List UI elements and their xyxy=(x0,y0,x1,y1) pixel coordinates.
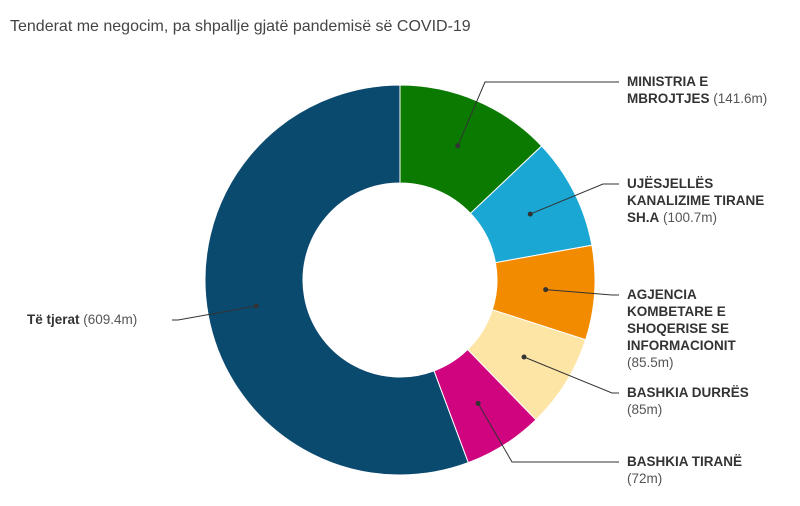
leader-dot-0 xyxy=(455,143,461,149)
leader-dot-4 xyxy=(475,400,481,406)
leader-line-3 xyxy=(523,356,619,394)
slice-label-5: Të tjerat (609.4m) xyxy=(27,312,137,327)
leader-line-2 xyxy=(545,289,619,296)
leader-dot-2 xyxy=(543,287,549,293)
leader-line-4 xyxy=(477,403,619,463)
leader-lines-layer xyxy=(172,81,619,463)
leader-dot-5 xyxy=(253,303,259,309)
donut-slice-5[interactable] xyxy=(204,84,469,476)
leader-line-5 xyxy=(172,305,257,321)
leader-dot-3 xyxy=(521,354,527,360)
chart-title: Tenderat me negocim, pa shpallje gjatë p… xyxy=(10,18,471,35)
leader-line-1 xyxy=(530,183,619,215)
leader-line-0 xyxy=(457,81,619,147)
slice-label-3: BASHKIA DURRËS (85m) xyxy=(627,385,749,417)
slice-label-2: AGJENCIA KOMBETARE E SHOQERISE SE INFORMACI… xyxy=(627,287,736,370)
leader-dot-1 xyxy=(527,211,533,217)
slice-label-4: BASHKIA TIRANË (72m) xyxy=(627,454,742,486)
slice-label-0: MINISTRIA E MBROJTJES (141.6m) xyxy=(627,74,767,106)
slices-layer xyxy=(204,84,596,476)
labels-layer: MINISTRIA E MBROJTJES (141.6m) UJËSJELLËS K… xyxy=(27,74,767,486)
slice-label-1: UJËSJELLËS KANALIZIME TIRANE SH.A (100.7m) xyxy=(627,176,764,225)
